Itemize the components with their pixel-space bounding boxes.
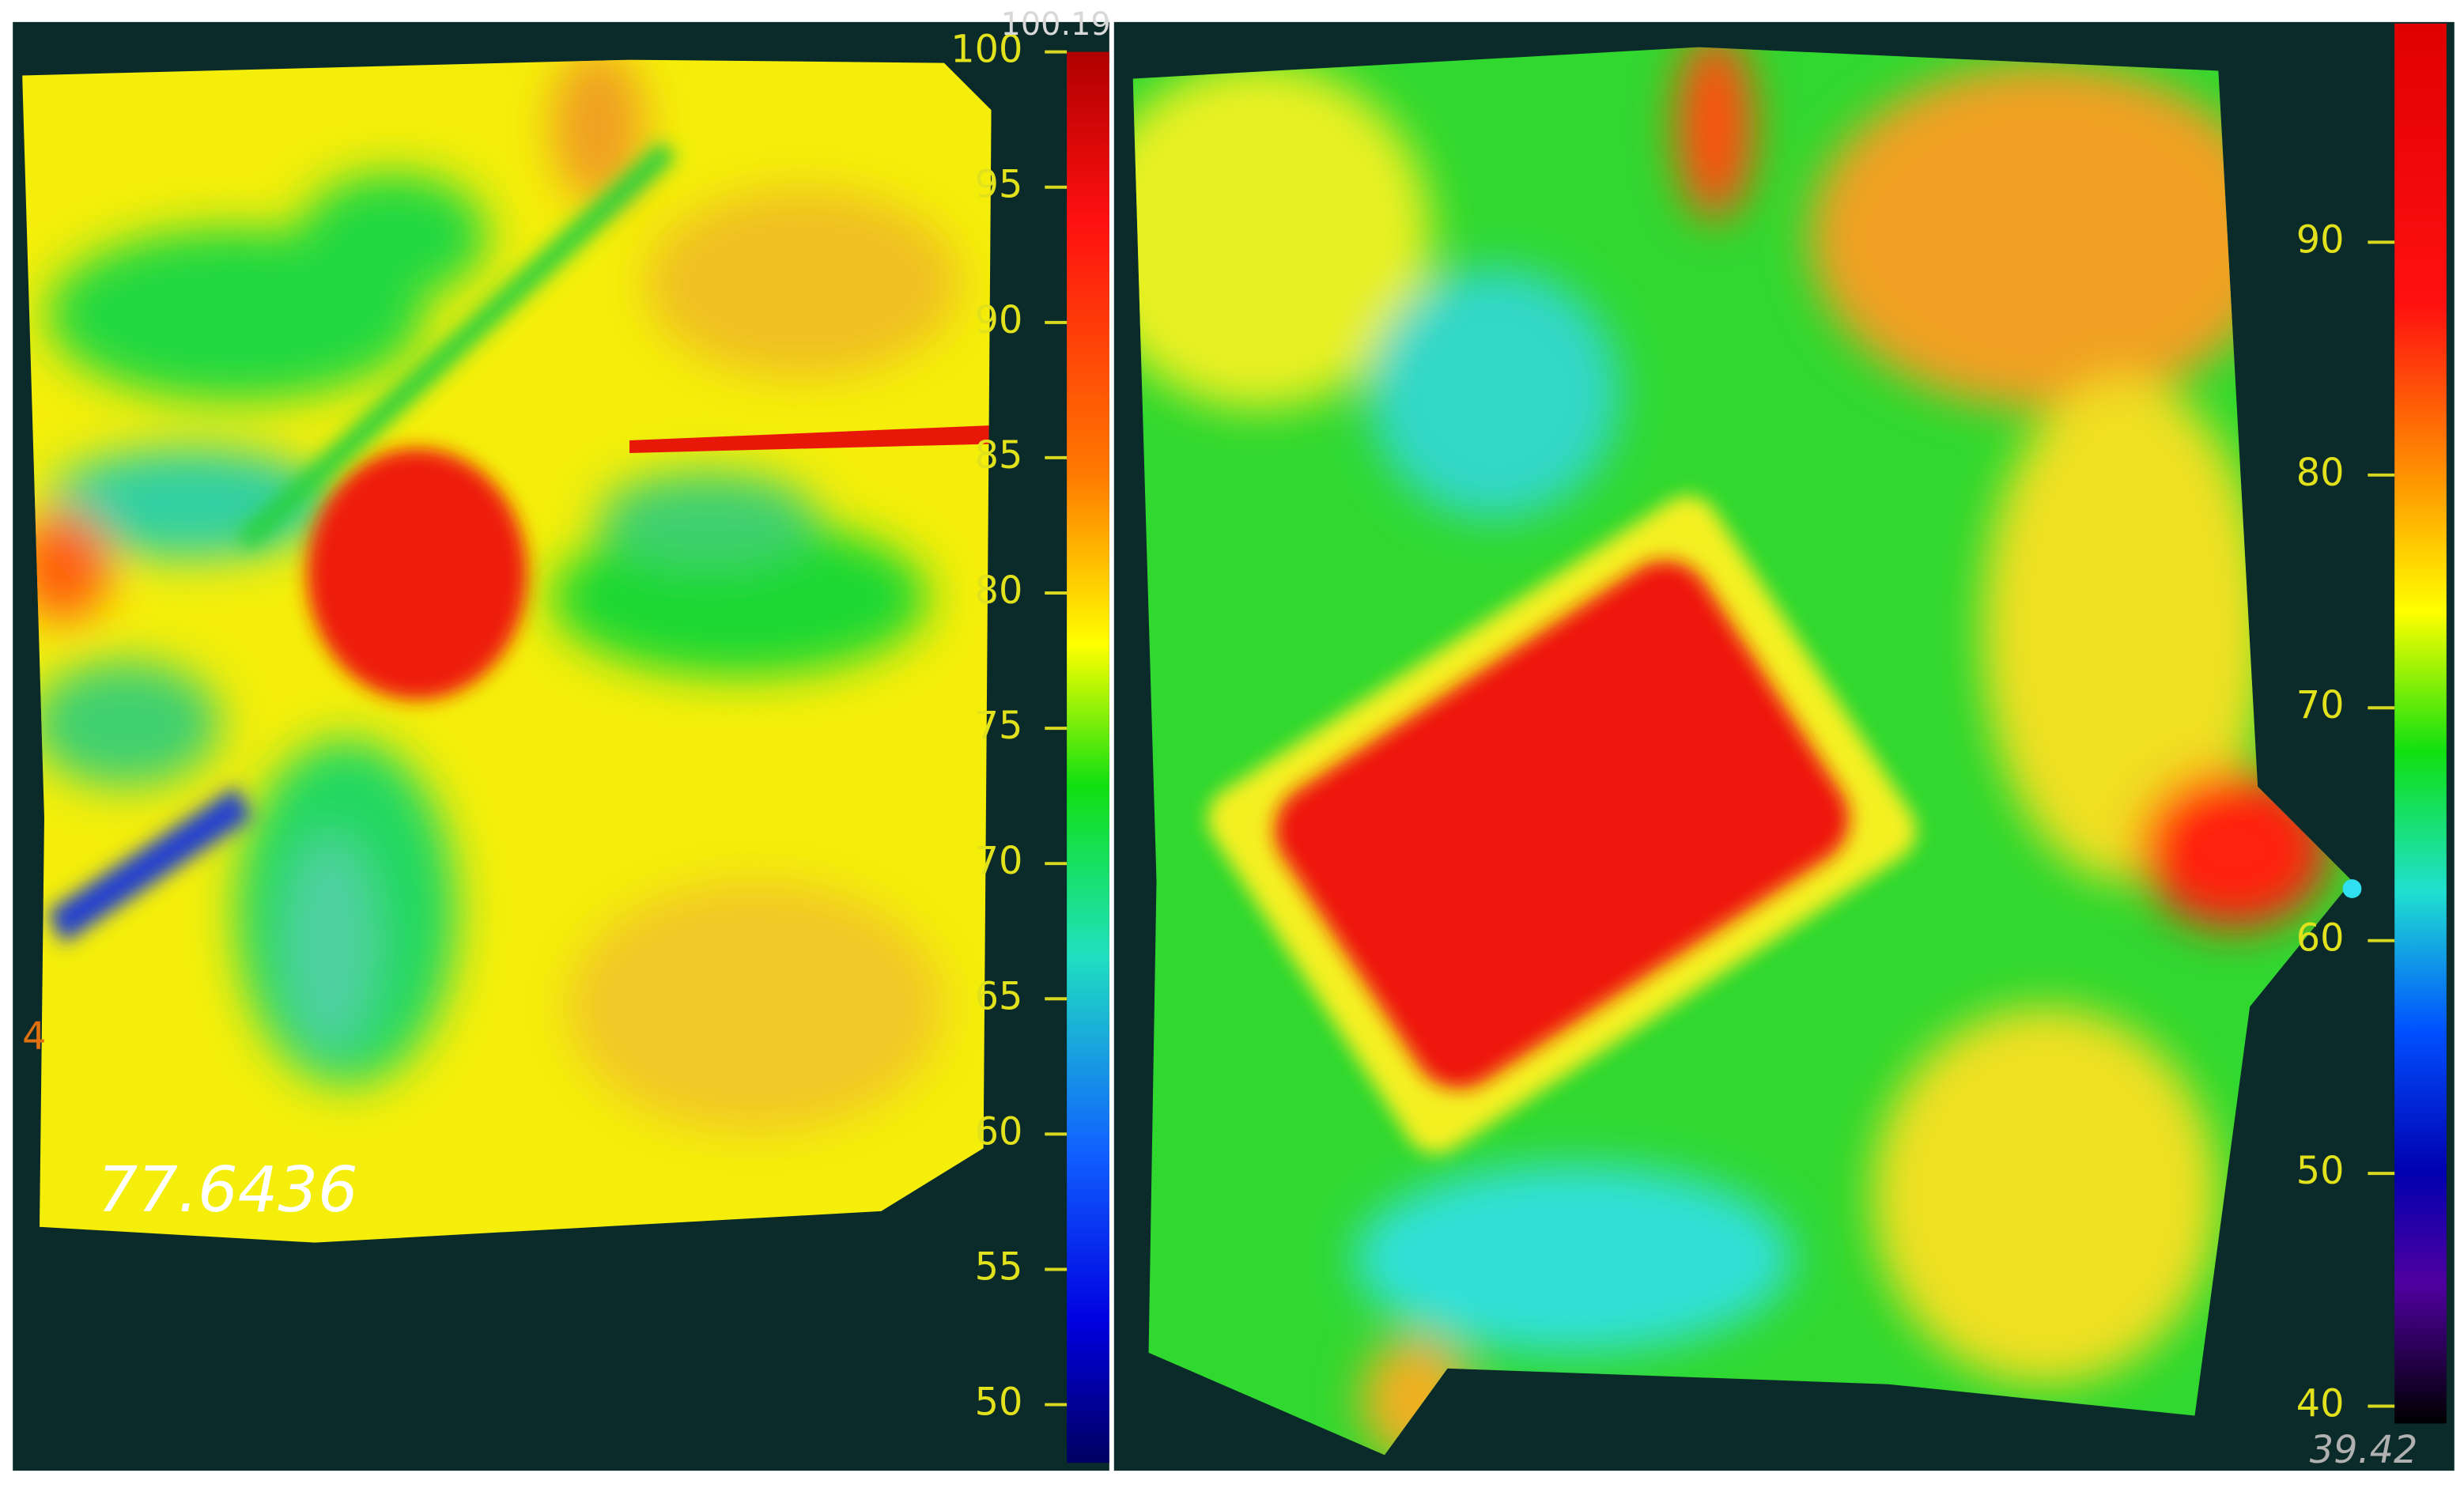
right-colorbar: [2394, 23, 2447, 1424]
left-surface: [22, 59, 992, 1243]
tick-label: 70: [2296, 684, 2345, 727]
right-colorbar-ticks: 90 80 70 60 50 40: [2296, 218, 2395, 1426]
tick-label: 95: [975, 164, 1023, 207]
tick-label: 80: [2296, 451, 2345, 495]
tick-label: 60: [975, 1110, 1023, 1154]
axis-label: 4: [22, 1015, 46, 1059]
tick-label: 90: [2296, 218, 2345, 262]
tick-label: 100: [950, 28, 1022, 72]
tick-label: 55: [975, 1245, 1023, 1289]
probe-point: [2342, 879, 2362, 898]
colorbar-min-label: 39.42: [2310, 1429, 2418, 1472]
tick-label: 40: [2296, 1383, 2345, 1426]
left-colorbar: [1067, 51, 1109, 1463]
tick-label: 80: [975, 569, 1023, 613]
tick-label: 75: [975, 704, 1023, 748]
probe-value: 77.6436: [98, 1153, 358, 1226]
tick-label: 50: [975, 1381, 1023, 1425]
right-surface: [1132, 47, 2353, 1456]
colorbar-max-label: 100.19: [1001, 6, 1111, 43]
tick-label: 50: [2296, 1150, 2345, 1193]
tick-label: 85: [975, 434, 1023, 478]
tick-label: 60: [2296, 917, 2345, 961]
left-colorbar-ticks: 100 95 90 85 80 75 70 65 60 55 50: [950, 28, 1068, 1425]
tick-label: 90: [975, 299, 1023, 342]
tick-label: 65: [975, 975, 1023, 1018]
tick-label: 70: [975, 840, 1023, 883]
